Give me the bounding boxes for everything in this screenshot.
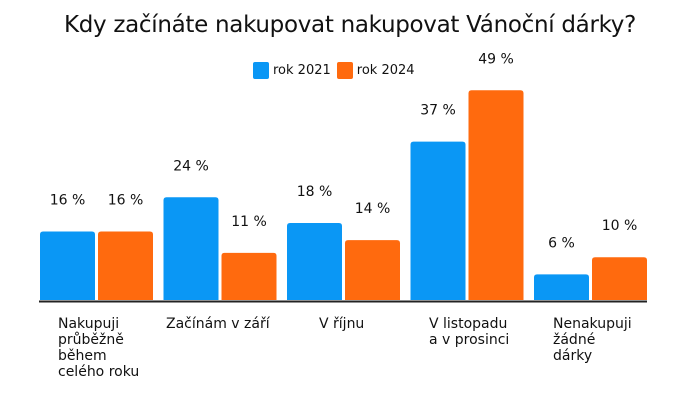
bar-rok-2021-4: [534, 274, 589, 300]
data-label: 49 %: [478, 51, 514, 67]
bar-rok-2021-3: [410, 141, 466, 300]
bar-rok-2024-3: [468, 90, 524, 300]
bar-rok-2021-0: [40, 231, 95, 300]
legend-swatch-2024: [336, 62, 353, 79]
bar-rok-2024-2: [345, 240, 400, 300]
legend-label-2021: rok 2021: [273, 63, 331, 78]
bar-rok-2021-2: [287, 222, 342, 300]
data-label: 16 %: [108, 193, 144, 209]
category-label: Nakupuji průběžně během celého roku: [58, 316, 140, 380]
category-label: V listopadu a v prosinci: [429, 316, 510, 348]
data-label: 6 %: [548, 235, 575, 251]
legend-item-2024: rok 2024: [336, 62, 415, 79]
category-label: Nenakupuji žádné dárky: [553, 316, 632, 364]
chart-title: Kdy začínáte nakupovat nakupovat Vánoční…: [63, 12, 637, 38]
data-label: 14 %: [355, 201, 391, 217]
data-label: 24 %: [173, 158, 209, 174]
data-label: 18 %: [297, 184, 333, 200]
bar-rok-2024-1: [221, 252, 277, 300]
category-label: Začínám v září: [166, 316, 270, 332]
legend-label-2024: rok 2024: [356, 63, 415, 78]
bar-rok-2021-1: [163, 197, 219, 300]
data-label: 16 %: [50, 193, 86, 209]
legend-swatch-2021: [253, 62, 269, 79]
bar-rok-2024-0: [98, 231, 153, 300]
legend: rok 2021 rok 2024: [253, 62, 421, 79]
data-label: 37 %: [420, 103, 456, 119]
bar-rok-2024-4: [592, 257, 647, 300]
data-label: 10 %: [602, 218, 638, 234]
legend-item-2021: rok 2021: [253, 62, 331, 79]
data-label: 11 %: [231, 214, 267, 230]
category-label: V říjnu: [319, 316, 365, 332]
